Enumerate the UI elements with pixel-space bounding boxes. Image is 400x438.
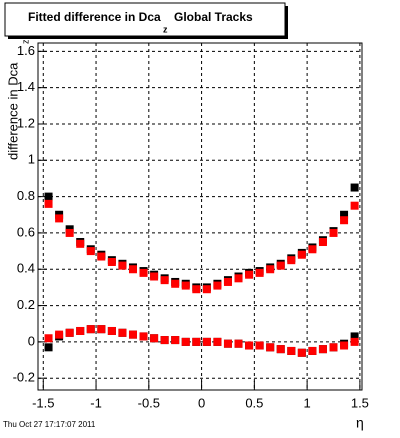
marker [329, 343, 338, 352]
y-axis-label-subscript: z [20, 39, 30, 44]
marker [55, 330, 64, 339]
marker [276, 261, 285, 270]
y-tick-label: 0.2 [17, 297, 35, 312]
marker [297, 250, 306, 259]
marker [181, 337, 190, 346]
marker [318, 345, 327, 354]
title-box [4, 2, 286, 37]
marker [297, 348, 306, 357]
marker [308, 245, 317, 254]
y-tick-label: 1.2 [17, 115, 35, 130]
marker [245, 341, 254, 350]
marker [160, 276, 169, 285]
marker [171, 336, 180, 345]
x-tick-label: 1.5 [351, 395, 369, 410]
x-tick-label: 0.5 [245, 395, 263, 410]
marker [266, 343, 275, 352]
marker [86, 247, 95, 256]
marker [44, 199, 53, 208]
marker [213, 337, 222, 346]
marker [340, 210, 349, 219]
marker [97, 252, 106, 261]
marker [160, 336, 169, 345]
marker [107, 326, 116, 335]
y-tick-label: 0.8 [17, 188, 35, 203]
marker [44, 343, 53, 352]
y-tick-label: 0.6 [17, 224, 35, 239]
marker [350, 332, 359, 341]
marker [86, 325, 95, 334]
marker [139, 332, 148, 341]
y-tick-label: -0.2 [13, 370, 35, 385]
plot-frame [37, 42, 363, 391]
marker [202, 285, 211, 294]
marker [340, 341, 349, 350]
marker [287, 256, 296, 265]
marker [234, 339, 243, 348]
x-axis-label: η [356, 415, 364, 431]
marker [44, 192, 53, 201]
marker [128, 330, 137, 339]
marker [118, 328, 127, 337]
chart-title: Fitted difference in Dca [28, 10, 161, 24]
marker [234, 274, 243, 283]
marker [97, 325, 106, 334]
marker [287, 346, 296, 355]
marker [107, 257, 116, 266]
marker [340, 216, 349, 225]
marker [128, 265, 137, 274]
title-suffix: Global Tracks [174, 10, 253, 24]
marker [350, 183, 359, 192]
marker [118, 261, 127, 270]
marker [55, 214, 64, 223]
marker [192, 337, 201, 346]
marker [213, 281, 222, 290]
marker [223, 339, 232, 348]
x-tick-label: 0 [198, 395, 205, 410]
marker [266, 265, 275, 274]
y-tick-label: 1.4 [17, 79, 35, 94]
marker [192, 285, 201, 294]
marker [318, 238, 327, 247]
y-axis-label: difference in Dca [5, 62, 20, 160]
marker [202, 337, 211, 346]
y-tick-label: 0 [28, 333, 35, 348]
marker [65, 228, 74, 237]
marker [76, 239, 85, 248]
marker [150, 272, 159, 281]
y-tick-label: 1.6 [17, 43, 35, 58]
marker [181, 281, 190, 290]
marker [65, 328, 74, 337]
marker [255, 341, 264, 350]
marker [150, 334, 159, 343]
marker [171, 279, 180, 288]
x-tick-label: -1.5 [32, 395, 54, 410]
footer: Thu Oct 27 17:17:07 2011 [3, 420, 96, 429]
x-tick-label: -1 [90, 395, 102, 410]
marker [276, 345, 285, 354]
marker [308, 346, 317, 355]
marker [329, 228, 338, 237]
marker [255, 268, 264, 277]
title-subscript: z [163, 24, 168, 34]
marker [350, 201, 359, 210]
marker [76, 326, 85, 335]
marker [350, 337, 359, 346]
marker [44, 334, 53, 343]
x-tick-label: 1 [304, 395, 311, 410]
y-tick-label: 0.4 [17, 261, 35, 276]
marker [245, 270, 254, 279]
marker [223, 277, 232, 286]
y-tick-label: 1 [28, 152, 35, 167]
marker [139, 268, 148, 277]
x-tick-label: -0.5 [138, 395, 160, 410]
